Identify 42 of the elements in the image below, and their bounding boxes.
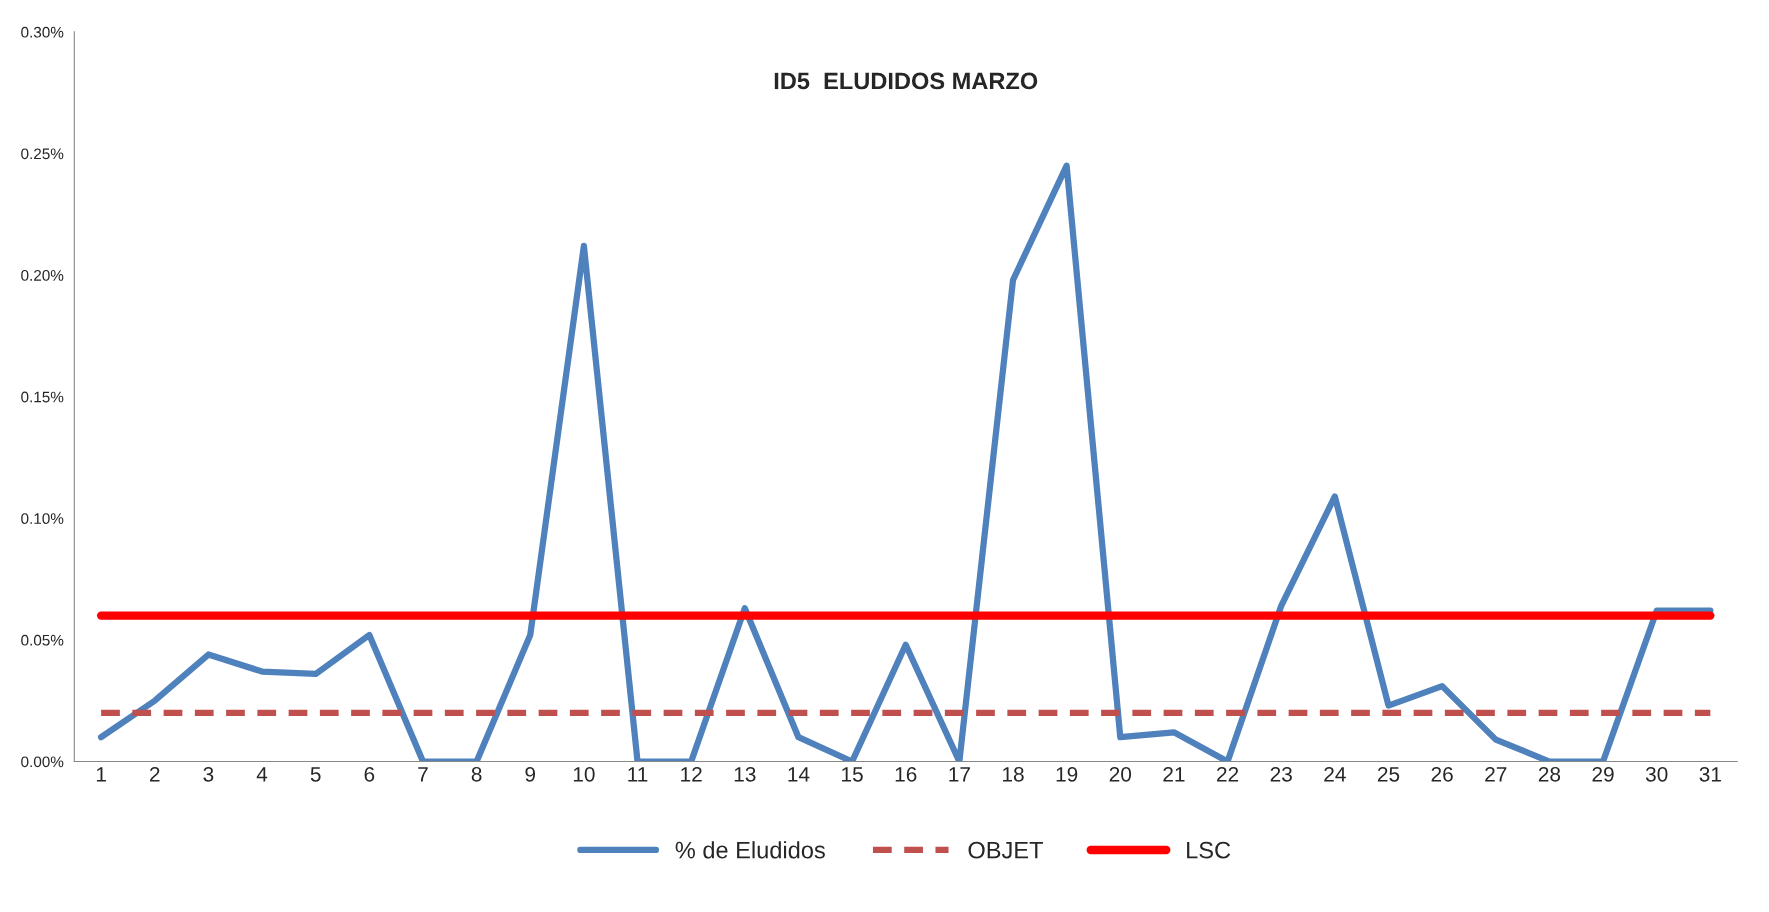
x-tick-label: 8 xyxy=(471,766,482,782)
x-tick-label: 6 xyxy=(364,766,375,782)
x-tick-label: 26 xyxy=(1431,766,1453,782)
x-tick-label: 16 xyxy=(895,766,917,782)
x-tick-label: 7 xyxy=(418,767,428,782)
x-tick-label: 11 xyxy=(628,767,648,782)
x-tick-label: 29 xyxy=(1592,766,1614,782)
x-tick-label: 17 xyxy=(949,767,970,782)
x-tick-label: 10 xyxy=(573,766,595,782)
x-tick-label: 15 xyxy=(842,767,863,782)
x-tick-label: 3 xyxy=(203,766,214,782)
y-tick-label: 0.05% xyxy=(21,634,64,646)
x-tick-label: 22 xyxy=(1217,766,1239,782)
legend-label: LSC xyxy=(1187,841,1231,859)
y-tick-label: 0.10% xyxy=(21,513,64,525)
x-tick-label: 25 xyxy=(1377,766,1400,782)
x-tick-label: 20 xyxy=(1109,766,1132,782)
x-tick-label: 13 xyxy=(734,766,756,782)
x-tick-label: 4 xyxy=(256,767,268,782)
x-tick-label: 24 xyxy=(1324,766,1346,782)
legend-label: % de Eludidos xyxy=(675,841,825,859)
x-tick-label: 19 xyxy=(1056,766,1078,782)
x-tick-label: 2 xyxy=(150,766,160,782)
x-tick-label: 5 xyxy=(310,767,321,782)
text: ID5 ELUDIDOS MARZO xyxy=(774,72,1038,90)
x-tick-label: 30 xyxy=(1645,766,1668,782)
y-tick-label: 0.00% xyxy=(21,756,64,768)
y-tick-label: 0.25% xyxy=(21,148,64,160)
x-tick-label: 9 xyxy=(525,766,536,782)
legend-label: OBJET xyxy=(968,841,1043,859)
y-tick-label: 0.15% xyxy=(21,391,64,403)
y-tick-label: 0.30% xyxy=(21,26,64,38)
x-tick-label: 18 xyxy=(1003,766,1024,782)
x-tick-label: 28 xyxy=(1538,766,1561,782)
x-tick-label: 1 xyxy=(96,767,106,782)
x-tick-label: 14 xyxy=(788,767,810,782)
y-tick-label: 0.20% xyxy=(21,269,64,281)
x-tick-label: 31 xyxy=(1699,766,1721,782)
x-tick-label: 21 xyxy=(1163,766,1185,782)
x-tick-label: 27 xyxy=(1485,766,1507,782)
x-tick-label: 23 xyxy=(1270,766,1292,782)
x-tick-label: 12 xyxy=(681,766,702,782)
